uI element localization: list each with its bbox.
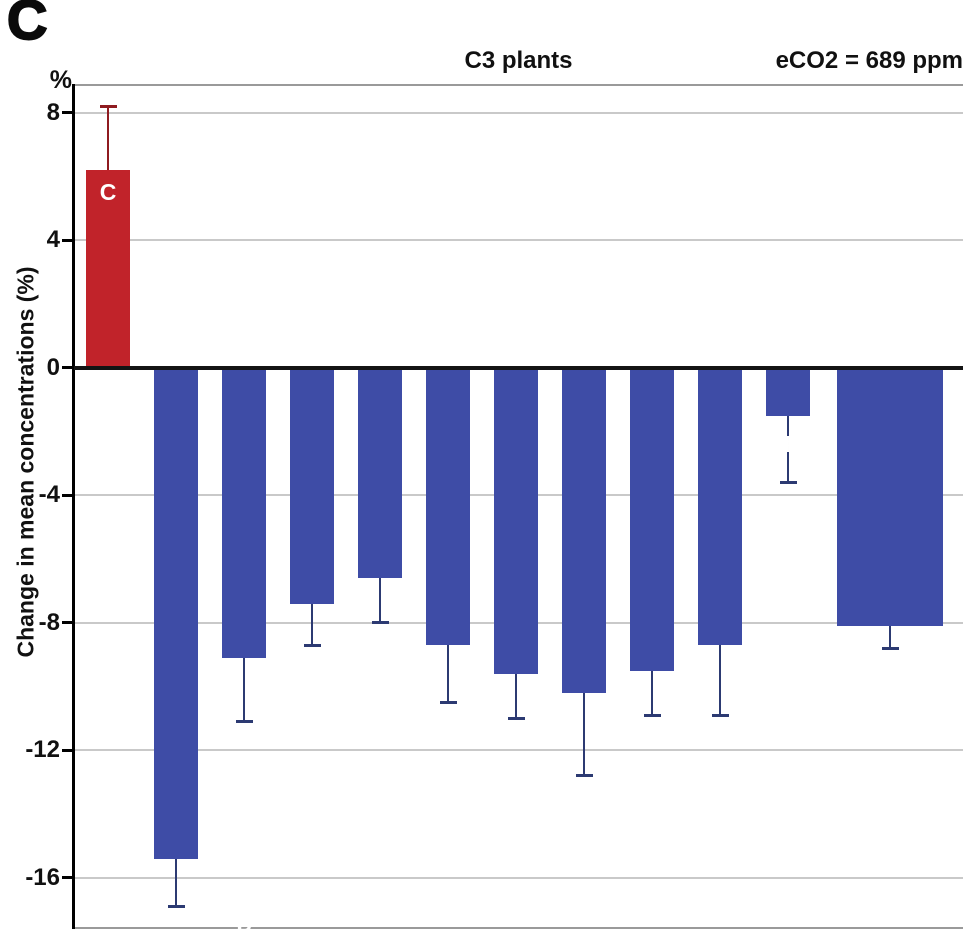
bar-label-ionome: ionome [849,852,931,879]
error-cap-K [303,643,321,647]
bar-Mg [494,367,538,674]
y-tick-mark--8 [62,621,73,625]
bar-ionome [837,367,943,627]
panel-label: C [6,0,48,51]
y-tick-label--16: -16 [25,863,60,891]
y-tick-label--8: -8 [38,608,60,636]
error-bar-Cu [718,645,722,716]
bar-label-Ca: Ca [365,756,395,783]
error-cap-ionome [881,646,899,650]
error-cap-S [439,701,457,705]
y-tick-mark--12 [62,748,73,752]
y-tick-mark-8 [62,111,73,115]
y-axis-line [72,84,75,929]
error-cap-Fe [575,774,593,778]
y-tick-mark--4 [62,493,73,497]
gridline-8 [74,111,963,114]
y-tick-label--12: -12 [25,736,60,764]
error-cap-P [235,720,253,724]
gridline--12 [74,749,963,752]
plot-top-border [74,84,963,86]
bar-Fe [562,367,606,694]
bar-label-Cu: Cu [704,890,736,917]
bar-Cu [698,367,742,646]
gridline-4 [74,239,963,242]
error-cap-Mg [507,717,525,721]
bar-label-K: K [303,807,321,834]
error-bar-C [106,106,110,171]
chart-title: C3 plants [464,47,573,74]
y-axis-unit-label: % [49,66,72,94]
plot-bottom-border [74,927,963,929]
error-bar-Ca [378,578,382,623]
gridline--16 [74,876,963,879]
y-tick-label-8: 8 [46,98,60,126]
error-bar-N [174,858,178,907]
y-tick-label-4: 4 [46,226,60,254]
bar-K [290,367,334,604]
bar-label-P: P [236,916,252,943]
y-axis-title: Change in mean concentrations (%) [12,266,39,658]
y-tick-label-0: 0 [46,353,60,381]
bar-C [86,170,130,368]
error-bar-P [242,657,246,722]
bar-N [154,367,198,859]
error-bar-K [310,603,314,646]
bar-P [222,367,266,658]
chart-annotation: eCO2 = 689 ppm [775,47,963,74]
error-cap-Zn [643,713,661,717]
zero-line [74,365,963,370]
bar-Zn [630,367,674,671]
plot-area: 840-4-8-12-16CNPKCaSMgFeZnCuMnionome [25,84,963,944]
error-cap-Cu [711,713,729,717]
error-bar-Zn [650,670,654,716]
bar-Ca [358,367,402,579]
bar-Mn [766,367,810,416]
error-bar-Fe [582,693,586,776]
bar-label-S: S [440,890,456,917]
y-tick-mark-4 [62,238,73,242]
y-tick-label--4: -4 [38,481,60,509]
bar-S [426,367,470,646]
error-cap-C [99,104,117,108]
error-cap-Ca [371,621,389,625]
error-bar-S [446,645,450,703]
error-cap-Mn [779,481,797,485]
error-bar-Mn [786,415,790,483]
y-tick-mark--16 [62,876,73,880]
y-tick-mark-0 [62,366,73,370]
error-bar-Mg [514,673,518,719]
error-bar-ionome [888,626,892,649]
error-cap-N [167,905,185,909]
